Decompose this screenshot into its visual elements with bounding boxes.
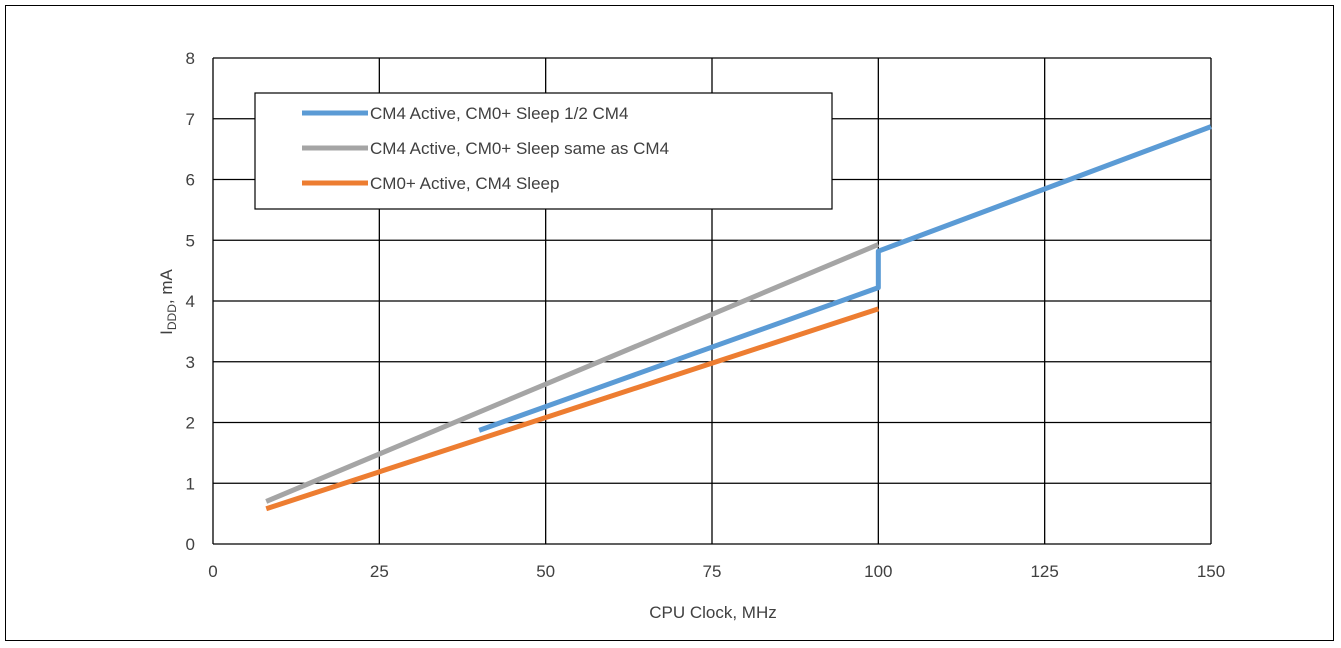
x-tick-label: 100 [864,562,892,581]
x-tick-label: 50 [536,562,555,581]
x-tick-label: 150 [1197,562,1225,581]
y-tick-label: 3 [186,353,195,372]
series-lines [265,124,1212,512]
legend-label: CM0+ Active, CM4 Sleep [370,174,559,193]
y-tick-label: 4 [186,292,195,311]
legend: CM4 Active, CM0+ Sleep 1/2 CM4 CM4 Active… [254,92,833,210]
y-tick-label: 7 [186,110,195,129]
x-tick-label: 0 [208,562,217,581]
y-axis-label: IDDD, mA [157,269,179,335]
y-tick-label: 6 [186,171,195,190]
series-line-2 [265,242,880,504]
y-tick-label: 5 [186,231,195,250]
series-line-3 [265,306,880,512]
tick-labels: 0 25 50 75 100 125 150 0 1 2 3 4 5 6 7 8 [186,49,1226,581]
x-tick-label: 25 [370,562,389,581]
chart-frame [5,5,1334,641]
y-tick-label: 1 [186,474,195,493]
y-tick-label: 2 [186,414,195,433]
legend-label: CM4 Active, CM0+ Sleep 1/2 CM4 [370,104,628,123]
x-tick-label: 75 [703,562,722,581]
y-tick-label: 0 [186,535,195,554]
grid [212,57,1212,545]
series-line-1 [478,124,1212,433]
x-axis-label: CPU Clock, MHz [649,603,777,622]
x-tick-label: 125 [1030,562,1058,581]
y-tick-label: 8 [186,49,195,68]
legend-label: CM4 Active, CM0+ Sleep same as CM4 [370,139,669,158]
